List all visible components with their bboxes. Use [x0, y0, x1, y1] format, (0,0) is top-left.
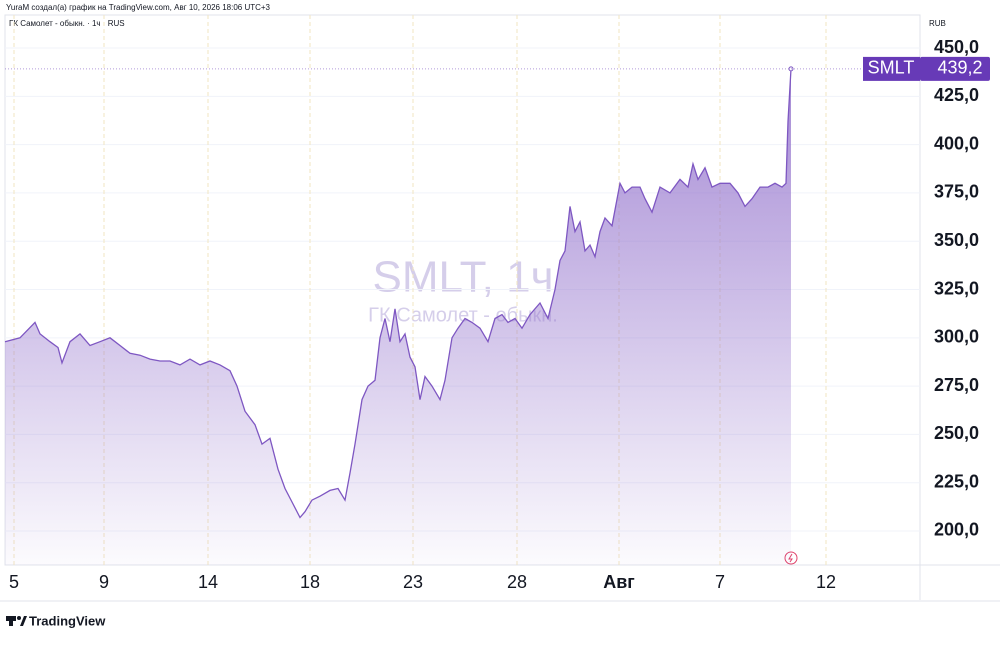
symbol-tag — [863, 56, 920, 81]
y-tick-label: 275,0 — [934, 375, 979, 395]
y-tick-label: 300,0 — [934, 327, 979, 347]
y-tick-label: 400,0 — [934, 133, 979, 153]
y-tick-label: 425,0 — [934, 85, 979, 105]
price-line — [4, 68, 792, 519]
y-tick-label: 375,0 — [934, 182, 979, 202]
y-tick-label: 225,0 — [934, 471, 979, 491]
x-tick-label: 28 — [507, 572, 527, 592]
y-tick-label: 325,0 — [934, 278, 979, 298]
x-tick-label: 9 — [99, 572, 109, 592]
x-tick-label: 18 — [300, 572, 320, 592]
x-tick-label: 23 — [403, 572, 423, 592]
header: YuraM создал(а) график на TradingView.co… — [6, 3, 271, 12]
currency: RUB — [929, 19, 946, 28]
price-tag-text: 439,2 — [937, 58, 982, 78]
x-tick-label: 5 — [9, 572, 19, 592]
x-tick-label: 7 — [715, 572, 725, 592]
x-tick-label: Авг — [603, 572, 635, 592]
area-fill — [5, 68, 791, 566]
brand-logo — [6, 616, 27, 626]
y-tick-label: 450,0 — [934, 37, 979, 57]
y-tick-label: 350,0 — [934, 230, 979, 250]
brand: TradingView — [29, 613, 106, 628]
legend-title: ГК Самолет - обыкн. · 1ч · RUS — [9, 19, 125, 28]
watermark-title: SMLT, 1ч — [372, 253, 553, 302]
x-tick-label: 14 — [198, 572, 218, 592]
price-tag — [920, 56, 990, 81]
symbol-tag-text: SMLT — [868, 58, 915, 78]
y-tick-label: 200,0 — [934, 520, 979, 540]
x-tick-label: 12 — [816, 572, 836, 592]
y-tick-label: 250,0 — [934, 423, 979, 443]
